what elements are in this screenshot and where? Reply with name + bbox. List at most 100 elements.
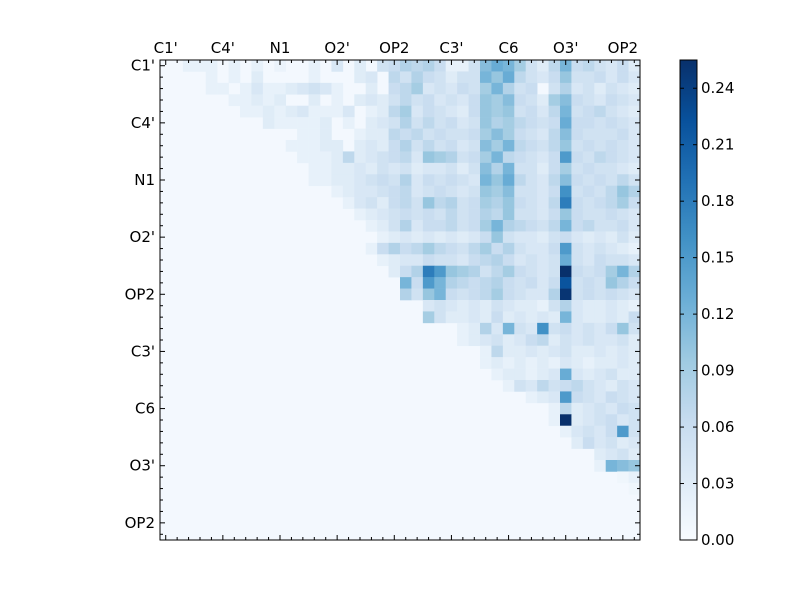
heatmap-cell — [400, 140, 412, 152]
heatmap-cell — [228, 71, 241, 84]
heatmap-cell — [445, 311, 458, 324]
heatmap-cell — [571, 162, 584, 175]
heatmap-cell — [468, 300, 481, 312]
heatmap-cell — [502, 128, 515, 141]
heatmap-cell — [605, 151, 618, 164]
heatmap-cell — [514, 197, 527, 209]
heatmap-cell — [582, 414, 595, 427]
heatmap-cell — [354, 162, 367, 175]
heatmap-cell — [628, 425, 641, 438]
heatmap-cell — [594, 140, 607, 152]
heatmap-cell — [514, 174, 527, 187]
heatmap-cell — [502, 345, 515, 358]
heatmap-cell — [365, 197, 378, 209]
heatmap-cell — [628, 322, 641, 335]
heatmap-cell — [594, 402, 607, 415]
y-tick-label: C1' — [131, 57, 155, 75]
heatmap-cell — [457, 185, 469, 198]
heatmap-cell — [354, 174, 367, 187]
heatmap-cell — [594, 60, 607, 72]
heatmap-cell — [560, 311, 572, 324]
heatmap-cell — [617, 265, 629, 278]
heatmap-cell — [274, 82, 287, 95]
heatmap-cell — [617, 391, 629, 404]
heatmap-cell — [525, 117, 538, 129]
heatmap-cell — [617, 288, 629, 301]
x-tick-label: C1' — [154, 39, 178, 57]
heatmap-cell — [514, 140, 527, 152]
heatmap-cell — [560, 197, 572, 209]
heatmap-cell — [548, 208, 561, 221]
heatmap-cell — [525, 60, 538, 72]
heatmap-cell — [434, 71, 447, 84]
heatmap-cell — [445, 265, 458, 278]
heatmap-cell — [594, 414, 607, 427]
heatmap-cell — [548, 277, 561, 289]
heatmap-cell — [262, 82, 275, 95]
heatmap-cell — [582, 60, 595, 72]
heatmap-cell — [468, 242, 481, 255]
heatmap-cell — [422, 254, 435, 267]
heatmap-cell — [571, 174, 584, 187]
colorbar-tick-label: 0.15 — [701, 249, 734, 267]
heatmap-cell — [240, 82, 252, 95]
heatmap-cell — [365, 94, 378, 107]
heatmap-cell — [377, 60, 389, 72]
heatmap-cell — [400, 288, 412, 301]
heatmap-cell — [548, 105, 561, 118]
heatmap-cell — [491, 300, 504, 312]
heatmap-cell — [548, 265, 561, 278]
heatmap-cell — [502, 197, 515, 209]
heatmap-cell — [354, 71, 367, 84]
heatmap-cell — [605, 254, 618, 267]
heatmap-cell — [422, 151, 435, 164]
heatmap-cell — [605, 311, 618, 324]
heatmap-cell — [491, 71, 504, 84]
heatmap-cell — [491, 254, 504, 267]
heatmap-cell — [388, 82, 401, 95]
heatmap-cell — [525, 231, 538, 244]
colorbar-frame — [679, 59, 698, 541]
heatmap-cell — [525, 197, 538, 209]
heatmap-cell — [514, 311, 527, 324]
heatmap-cell — [548, 174, 561, 187]
heatmap-cell — [434, 231, 447, 244]
heatmap-cell — [251, 105, 264, 118]
heatmap-cell — [468, 94, 481, 107]
heatmap-cell — [411, 105, 424, 118]
heatmap-cell — [480, 265, 492, 278]
heatmap-cell — [582, 322, 595, 335]
heatmap-cell — [605, 94, 618, 107]
heatmap-cell — [377, 105, 389, 118]
heatmap-cell — [548, 220, 561, 232]
heatmap-cell — [605, 220, 618, 232]
heatmap-cell — [320, 105, 332, 118]
heatmap-cell — [434, 151, 447, 164]
heatmap-cell — [560, 208, 572, 221]
heatmap-cell — [560, 117, 572, 129]
heatmap-cell — [468, 82, 481, 95]
heatmap-cell — [502, 140, 515, 152]
heatmap-cell — [434, 140, 447, 152]
heatmap-cell — [525, 277, 538, 289]
y-tick-label: OP2 — [125, 285, 155, 303]
heatmap-cell — [525, 334, 538, 347]
heatmap-cell — [594, 391, 607, 404]
heatmap-cell — [571, 425, 584, 438]
heatmap-cell — [617, 60, 629, 72]
heatmap-cell — [422, 277, 435, 289]
heatmap-cell — [514, 300, 527, 312]
heatmap-cell — [457, 220, 469, 232]
heatmap-cell — [617, 71, 629, 84]
heatmap-cell — [548, 380, 561, 392]
heatmap-cell — [365, 82, 378, 95]
heatmap-cell — [457, 174, 469, 187]
heatmap-cell — [594, 448, 607, 461]
heatmap-cell — [605, 117, 618, 129]
heatmap-cell — [354, 94, 367, 107]
heatmap-cell — [571, 322, 584, 335]
heatmap-cell — [468, 117, 481, 129]
heatmap-cell — [560, 140, 572, 152]
heatmap-cell — [480, 117, 492, 129]
heatmap-cell — [388, 151, 401, 164]
